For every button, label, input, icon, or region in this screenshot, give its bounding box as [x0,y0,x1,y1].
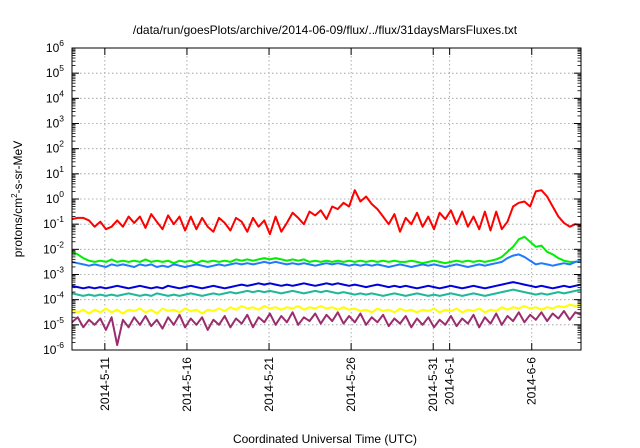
y-axis-label: protons/cm2-s-sr-MeV [10,141,25,257]
x-tick-label: 2014-6-1 [443,357,457,405]
x-axis: 2014-5-11 2014-5-16 2014-5-21 2014-5-26 2014… [98,48,539,412]
y-tick-label: 103 [46,114,64,131]
y-tick-label: 100 [46,189,64,206]
series-line [71,189,582,236]
series-line [71,310,582,346]
y-tick-label: 10-4 [43,290,64,307]
y-tick-label-exponent: 6 [59,38,64,48]
y-tick-label: 10-6 [43,340,64,357]
y-tick-label-base: 10 [43,318,57,332]
y-tick-label-base: 10 [46,117,60,131]
y-tick-label: 101 [46,164,64,181]
y-tick-label-exponent: 2 [59,139,64,149]
series-line [71,253,582,268]
y-tick-label: 104 [46,88,64,105]
x-axis-label: Coordinated Universal Time (UTC) [233,432,417,446]
series-line [71,303,582,315]
y-axis-label-prefix: protons/cm [11,198,25,257]
chart-title: /data/run/goesPlots/archive/2014-06-09/f… [133,23,518,37]
y-tick-label-base: 10 [46,192,60,206]
series-line [71,235,582,265]
y-tick-label: 102 [46,139,64,156]
series-group [71,189,582,346]
y-tick-label-exponent: 4 [59,88,64,98]
y-axis: 10-610-510-410-310-210-11001011021031041… [43,38,581,357]
y-tick-label-exponent: 3 [59,114,64,124]
y-tick-label-exponent: 1 [59,164,64,174]
y-tick-label-exponent: 5 [59,63,64,73]
x-tick-label: 2014-6-6 [525,357,539,405]
series-line [71,288,582,297]
y-tick-label: 10-5 [43,315,64,332]
y-tick-label-exponent: -4 [56,290,64,300]
y-tick-label-exponent: -3 [56,265,64,275]
y-tick-label: 10-3 [43,265,64,282]
y-tick-label-base: 10 [46,66,60,80]
x-tick-label: 2014-5-16 [180,357,194,412]
y-tick-label-base: 10 [43,343,57,357]
y-tick-label-exponent: -5 [56,315,64,325]
x-tick-label: 2014-5-31 [426,357,440,412]
y-tick-label: 10-1 [43,214,64,231]
y-tick-label-exponent: -1 [56,214,64,224]
y-axis-label-sup: 2 [10,193,19,198]
y-tick-label-base: 10 [46,167,60,181]
grid [72,48,581,350]
x-tick-label: 2014-5-11 [98,357,112,411]
y-tick-label: 105 [46,63,64,80]
y-tick-label-base: 10 [46,91,60,105]
y-tick-label-base: 10 [46,142,60,156]
y-tick-label-base: 10 [43,268,57,282]
x-tick-label: 2014-5-26 [344,357,358,412]
y-tick-label-exponent: -2 [56,239,64,249]
y-tick-label-exponent: -6 [56,340,64,350]
y-tick-label-base: 10 [46,41,60,55]
y-tick-label-base: 10 [43,242,57,256]
y-tick-label: 106 [46,38,64,55]
x-tick-label: 2014-5-21 [262,357,276,412]
y-tick-label-exponent: 0 [59,189,64,199]
series-line [71,281,582,290]
y-tick-label-base: 10 [43,293,57,307]
y-tick-label: 10-2 [43,239,64,256]
y-axis-label-suffix: -s-sr-MeV [11,141,25,194]
y-tick-label-base: 10 [43,217,57,231]
